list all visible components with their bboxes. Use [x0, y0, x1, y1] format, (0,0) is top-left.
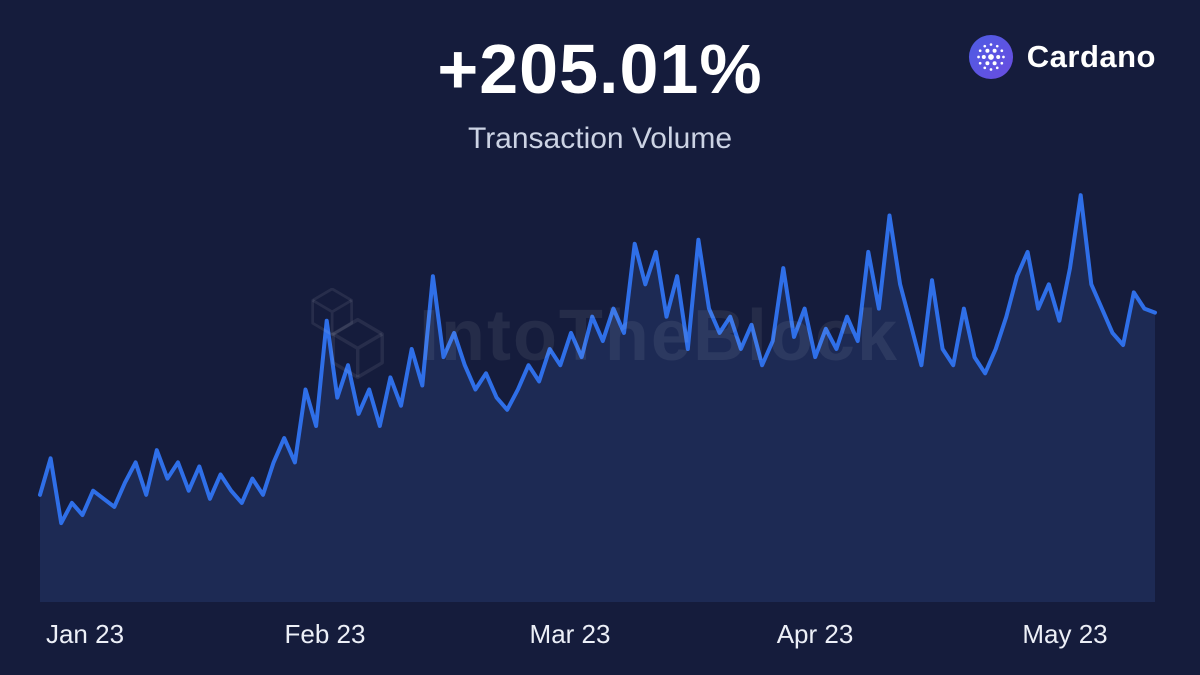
chart-subtitle: Transaction Volume	[467, 122, 733, 155]
cardano-brand: Cardano	[968, 34, 1156, 80]
percent-change-value: +205.01%	[437, 30, 763, 108]
chart-header: +205.01% Transaction Volume	[0, 34, 1200, 156]
x-axis-label: May 23	[1022, 619, 1108, 649]
chart-line	[38, 193, 1157, 526]
brand-name: Cardano	[1026, 39, 1156, 74]
chart-area-fill	[40, 195, 1155, 602]
x-axis: Jan 23 Feb 23 Mar 23 Apr 23 May 23	[0, 619, 1200, 659]
x-axis-label: Jan 23	[45, 619, 125, 649]
x-axis-label: Apr 23	[776, 619, 854, 649]
x-axis-label: Feb 23	[284, 619, 366, 649]
cardano-logo-icon	[968, 34, 1013, 80]
x-axis-label: Mar 23	[529, 619, 611, 649]
